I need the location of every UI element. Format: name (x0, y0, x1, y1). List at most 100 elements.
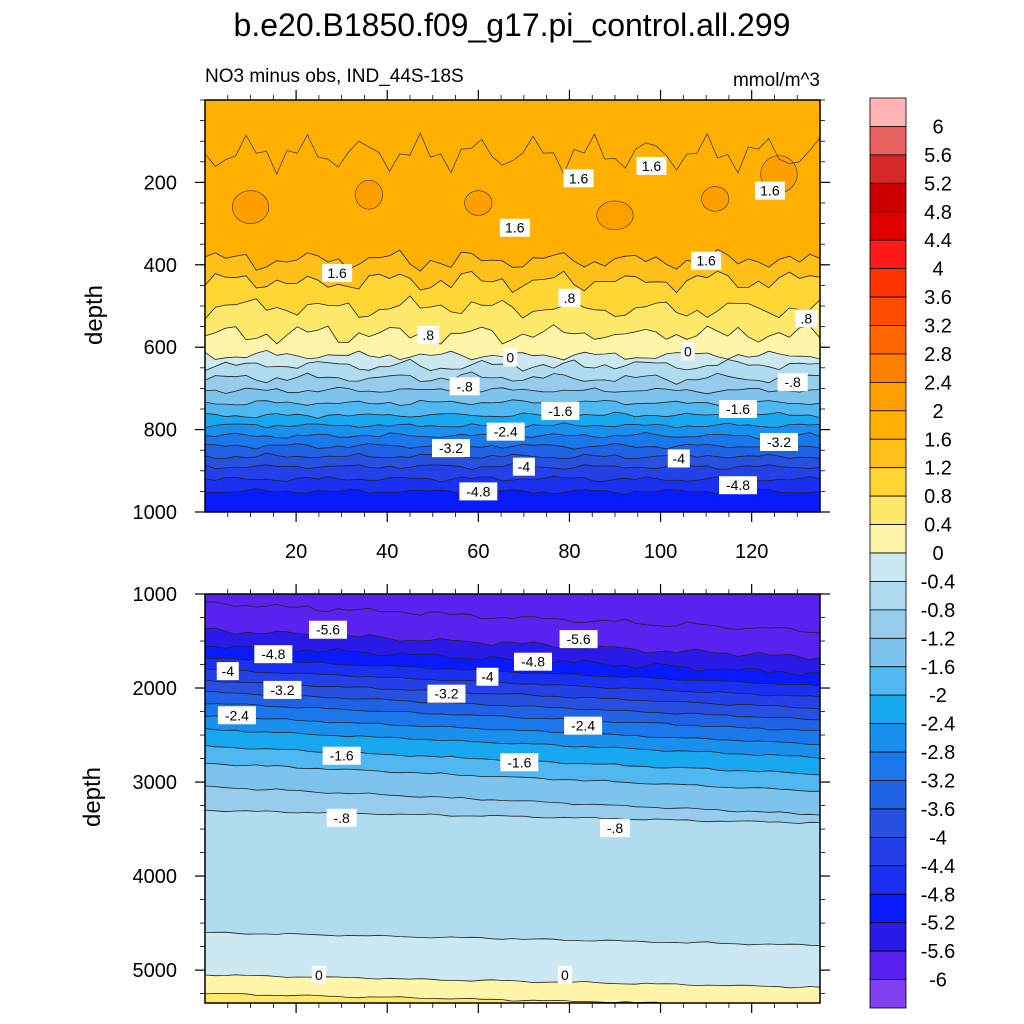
upper-contour-label: .8 (558, 288, 581, 307)
lower-contour-label-text: -3.2 (270, 682, 294, 698)
upper-contour-line (205, 463, 820, 471)
lower-contour-label-text: -4.8 (261, 646, 285, 662)
colorbar-label: 2 (932, 401, 943, 423)
lower-contour-label-text: -.8 (607, 820, 624, 836)
lower-contour-label: -3.2 (263, 680, 302, 699)
lower-ytick-label: 3000 (133, 772, 178, 794)
lower-contour-line (205, 763, 820, 792)
colorbar-label: -4.8 (921, 884, 955, 906)
upper-contour-label-text: -2.4 (494, 424, 518, 440)
colorbar-label: 0.4 (924, 515, 952, 537)
upper-contour-line (205, 295, 820, 320)
colorbar-label: 5.2 (924, 173, 952, 195)
colorbar-swatch (869, 154, 907, 184)
upper-contour-label-text: -4.8 (466, 483, 490, 499)
lower-contour-label-bg (322, 746, 361, 765)
upper-contour-label: -3.2 (760, 432, 798, 451)
lower-contour-line (205, 992, 665, 1003)
upper-contour-fill (205, 488, 820, 512)
upper-contour-label-bg (486, 422, 525, 441)
lower-ytick-label: 5000 (133, 960, 178, 982)
colorbar-label: 4.8 (924, 202, 952, 224)
lower-contour-label-text: -5.6 (566, 631, 590, 647)
upper-blob-3 (596, 200, 634, 231)
colorbar: 6 5.6 5.2 4.8 4.4 4 3.6 3.2 2.8 2.4 2 1.6 1.2 0.8 0.4 0… (869, 97, 955, 1009)
lower-contour-line (205, 668, 820, 698)
upper-contour-line (205, 270, 820, 294)
upper-contour-label: 0 (680, 342, 695, 361)
lower-contour-label: -5.6 (559, 630, 598, 649)
lower-contour-line (205, 691, 820, 721)
upper-contour-line (205, 411, 820, 419)
lower-contour-line (205, 785, 820, 816)
colorbar-swatch (869, 780, 907, 810)
lower-contour-label-text: -3.2 (434, 686, 458, 702)
upper-contour-label-text: -.8 (784, 374, 801, 390)
upper-contour-label-text: .8 (564, 290, 576, 306)
upper-contour-label-bg (795, 309, 818, 328)
lower-contour-label-text: -2.4 (571, 718, 595, 734)
upper-ytick-label: 1000 (133, 502, 178, 524)
upper-contour-label-bg (322, 264, 353, 283)
upper-contour-label: -4 (512, 457, 535, 476)
upper-contour-label-text: -1.6 (726, 401, 750, 417)
upper-panel: 1.6 1.6 1.6 1.6 1.6 1.6 .8 .8 .8 0 0 -.8 -.8 -1.6 -1.6… (81, 90, 830, 563)
upper-xtick-label: 20 (285, 541, 307, 563)
lower-contour-label: -3.2 (427, 684, 466, 703)
upper-contour-line (205, 399, 820, 406)
lower-contour-label-text: -2.4 (225, 707, 249, 723)
colorbar-swatch (869, 922, 907, 952)
upper-contour-label: -1.6 (719, 400, 757, 418)
lower-contour-label-text: -1.6 (507, 754, 531, 770)
lower-contour-label: -5.6 (309, 620, 347, 639)
lower-contour-label: -4.8 (254, 645, 293, 664)
upper-contour-label-text: -.8 (456, 378, 473, 394)
upper-contour-label-bg (691, 251, 722, 270)
colorbar-swatch (869, 609, 907, 639)
upper-contour-label: 1.6 (691, 251, 722, 270)
colorbar-swatch (869, 893, 907, 924)
upper-contour-label-bg (503, 348, 518, 367)
lower-ytick-label: 4000 (133, 866, 178, 888)
upper-contour-label-text: -3.2 (439, 440, 463, 456)
lower-contour-label-text: 0 (561, 967, 569, 983)
upper-contour-label: 1.6 (322, 264, 353, 283)
colorbar-swatch (869, 723, 907, 753)
lower-contour-fill (205, 974, 820, 1003)
upper-blob-4 (701, 186, 730, 212)
lower-contour-label-bg (427, 684, 466, 703)
upper-contour-label-text: 0 (506, 350, 514, 366)
upper-contour-label: 1.6 (563, 169, 594, 188)
lower-contour-label-text: -4.8 (521, 654, 545, 670)
lower-contour-line (205, 715, 820, 745)
colorbar-label: 0 (932, 543, 943, 565)
upper-contour-label-text: 1.6 (327, 265, 347, 281)
upper-contour-label: -4.8 (719, 476, 757, 495)
colorbar-label: 2.8 (924, 344, 952, 366)
colorbar-label: -5.6 (921, 941, 955, 963)
colorbar-swatch (869, 182, 907, 213)
upper-contour-label: 0 (503, 348, 518, 367)
upper-contour-label-bg (459, 482, 498, 501)
colorbar-swatch (869, 381, 907, 412)
colorbar-swatch (869, 325, 907, 355)
upper-contour-label-bg (563, 169, 594, 188)
lower-contour-label: 0 (557, 965, 572, 984)
upper-contour-label: 1.6 (754, 181, 785, 200)
upper-contour-label-bg (777, 373, 808, 392)
colorbar-swatch (869, 694, 907, 725)
upper-contour-label-bg (719, 476, 757, 495)
upper-blob-1 (355, 180, 383, 210)
upper-contour-label-text: -4 (518, 459, 531, 475)
lower-contour-label-bg (263, 680, 302, 699)
colorbar-swatch (869, 495, 907, 525)
colorbar-label: -4 (929, 827, 947, 849)
colorbar-label: 6 (932, 116, 943, 138)
colorbar-label: 0.8 (924, 486, 952, 508)
lower-ytick-label: 2000 (133, 678, 178, 700)
lower-contour-line (205, 627, 820, 661)
colorbar-swatch (869, 524, 907, 554)
lower-contour-label: -4 (216, 662, 239, 681)
lower-contour-line (205, 728, 820, 759)
